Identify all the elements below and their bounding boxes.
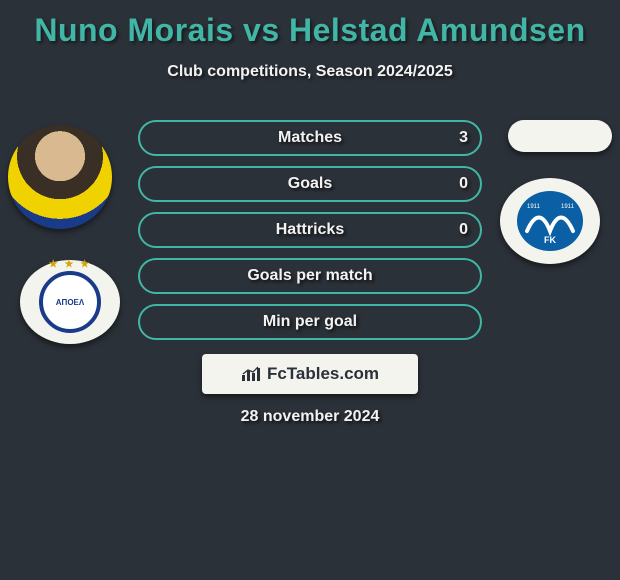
bar-chart-icon <box>241 366 261 382</box>
stat-right-value: 3 <box>459 129 468 147</box>
crest-letters: FK <box>544 235 556 245</box>
stat-label: Matches <box>278 129 342 147</box>
date-line: 28 november 2024 <box>0 408 620 426</box>
crest-year-right: 1911 <box>561 204 575 210</box>
stat-label: Min per goal <box>263 313 357 331</box>
stat-right-value: 0 <box>459 175 468 193</box>
brand-badge: FcTables.com <box>202 354 418 394</box>
brand-text: FcTables.com <box>267 364 379 384</box>
stat-row-min-per-goal: Min per goal <box>138 304 482 340</box>
stat-row-hattricks: Hattricks 0 <box>138 212 482 248</box>
stat-label: Hattricks <box>276 221 344 239</box>
crest-year-left: 1911 <box>527 204 541 210</box>
stat-row-matches: Matches 3 <box>138 120 482 156</box>
star-icon: ★ ★ ★ <box>49 259 91 270</box>
player-left-avatar <box>8 125 112 229</box>
molde-crest-icon: 1911 1911 FK <box>517 191 583 251</box>
stat-label: Goals per match <box>247 267 372 285</box>
page-title: Nuno Morais vs Helstad Amundsen <box>0 0 620 49</box>
stat-row-goals: Goals 0 <box>138 166 482 202</box>
stat-right-value: 0 <box>459 221 468 239</box>
stat-label: Goals <box>288 175 332 193</box>
club-left-badge-inner: ★ ★ ★ ΑΠΟΕΛ <box>39 271 101 333</box>
subtitle: Club competitions, Season 2024/2025 <box>0 63 620 81</box>
stat-row-goals-per-match: Goals per match <box>138 258 482 294</box>
club-left-badge: ★ ★ ★ ΑΠΟΕΛ <box>20 260 120 344</box>
club-right-badge-inner: 1911 1911 FK <box>517 191 583 251</box>
club-right-badge: 1911 1911 FK <box>500 178 600 264</box>
stats-block: Matches 3 Goals 0 Hattricks 0 Goals per … <box>138 120 482 350</box>
club-left-badge-text: ΑΠΟΕΛ <box>56 298 84 307</box>
player-right-avatar <box>508 120 612 152</box>
